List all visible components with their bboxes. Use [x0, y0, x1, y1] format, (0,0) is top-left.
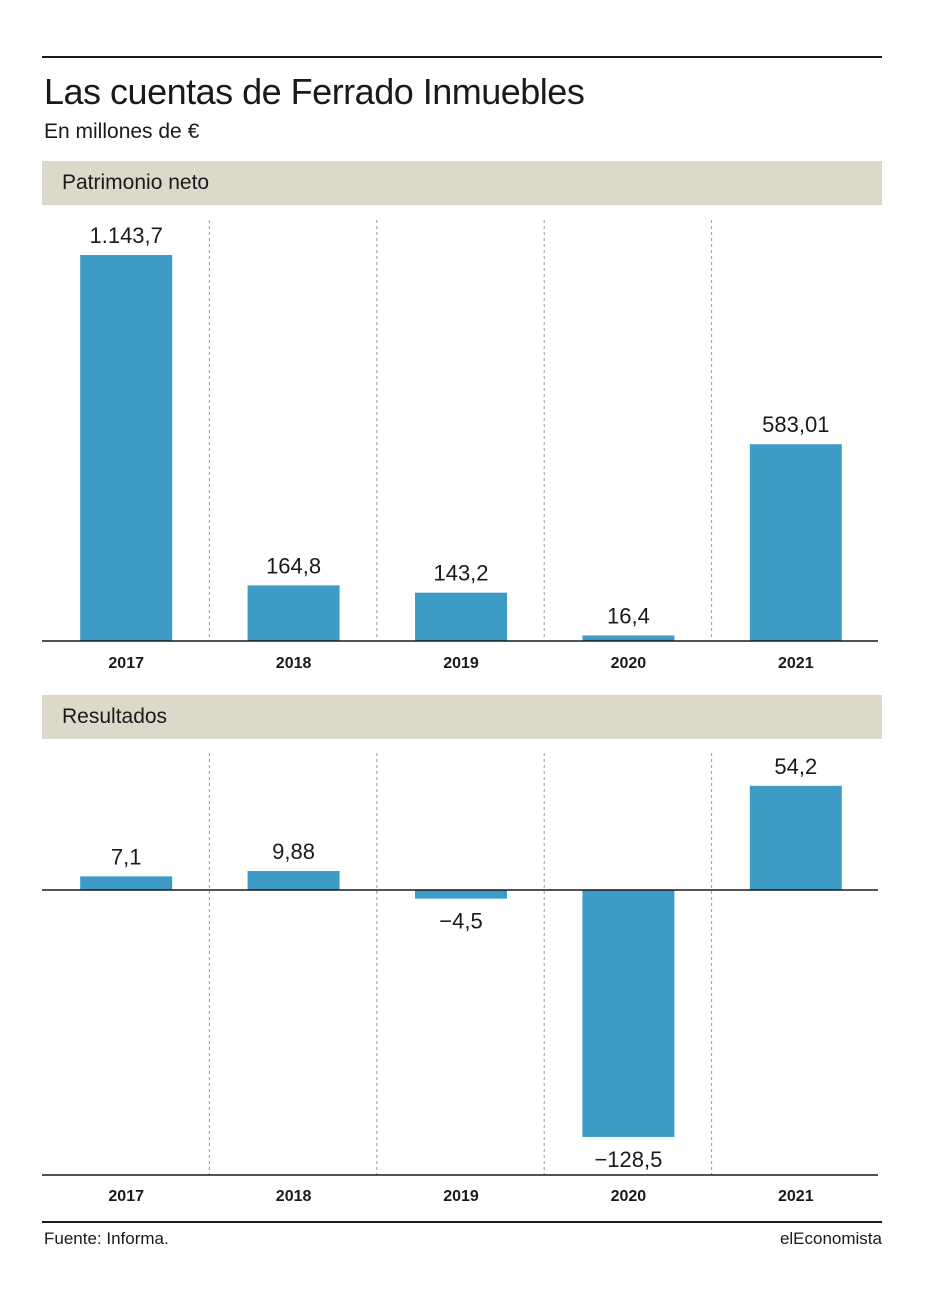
patrimonio-neto-chart: 1.143,7 2017 164,8 2018 143,2 2019 16,4 2020 583…: [42, 220, 878, 672]
resultados-category-label-2020: 2020: [611, 1188, 647, 1205]
resultados-category-label-2017: 2017: [108, 1188, 144, 1205]
patrimonio-value-label-2019: 143,2: [433, 561, 488, 586]
resultados-bar-2018: [247, 871, 340, 890]
resultados-chart: 7,1 2017 9,88 2018 −4,5 2019 −128,5 2020 54,2 202…: [42, 753, 878, 1205]
resultados-category-label-2021: 2021: [778, 1188, 814, 1205]
patrimonio-bar-2021: [749, 444, 842, 641]
source-note: Fuente: Informa.: [44, 1229, 169, 1248]
patrimonio-value-label-2018: 164,8: [266, 553, 321, 578]
patrimonio-category-label-2021: 2021: [778, 655, 814, 672]
resultados-value-label-2021: 54,2: [774, 754, 817, 779]
patrimonio-bar-2018: [247, 585, 340, 641]
chart-title: Las cuentas de Ferrado Inmuebles: [44, 71, 585, 112]
patrimonio-category-label-2018: 2018: [276, 655, 312, 672]
patrimonio-value-label-2017: 1.143,7: [89, 223, 162, 248]
resultados-bar-2021: [749, 785, 842, 890]
top-rule: [42, 56, 882, 58]
patrimonio-category-label-2017: 2017: [108, 655, 144, 672]
resultados-category-label-2019: 2019: [443, 1188, 479, 1205]
chart-subtitle: En millones de €: [44, 120, 200, 143]
resultados-value-label-2020: −128,5: [594, 1147, 662, 1172]
patrimonio-category-label-2019: 2019: [443, 655, 479, 672]
patrimonio-bar-2020: [582, 635, 675, 641]
patrimonio-bar-2017: [80, 255, 173, 641]
patrimonio-value-label-2021: 583,01: [762, 412, 829, 437]
bottom-rule: [42, 1221, 882, 1223]
patrimonio-value-label-2020: 16,4: [607, 603, 650, 628]
resultados-bar-2019: [415, 890, 507, 899]
resultados-bar-2017: [80, 876, 173, 890]
resultados-value-label-2018: 9,88: [272, 839, 315, 864]
panel-header-resultados: Resultados: [42, 695, 882, 739]
panel-title-patrimonio: Patrimonio neto: [62, 171, 210, 194]
resultados-value-label-2019: −4,5: [439, 909, 482, 934]
brand-name: elEconomista: [779, 1229, 882, 1248]
patrimonio-bar-2019: [415, 592, 507, 641]
panel-header-patrimonio: Patrimonio neto: [42, 161, 882, 205]
resultados-value-label-2017: 7,1: [111, 844, 142, 869]
panel-title-resultados: Resultados: [62, 705, 168, 728]
patrimonio-category-label-2020: 2020: [611, 655, 647, 672]
resultados-bar-2020: [582, 890, 675, 1137]
resultados-category-label-2018: 2018: [276, 1188, 312, 1205]
